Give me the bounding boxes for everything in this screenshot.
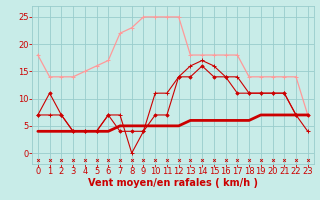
- X-axis label: Vent moyen/en rafales ( km/h ): Vent moyen/en rafales ( km/h ): [88, 178, 258, 188]
